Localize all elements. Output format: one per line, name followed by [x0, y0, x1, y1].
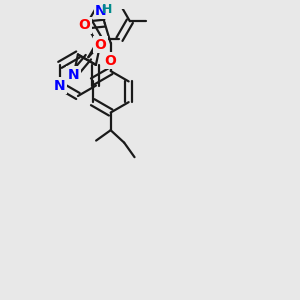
Text: N: N [54, 79, 66, 93]
Text: N: N [95, 4, 107, 18]
Text: O: O [78, 18, 90, 32]
Text: O: O [94, 38, 106, 52]
Text: H: H [102, 3, 112, 16]
Text: O: O [105, 54, 117, 68]
Text: N: N [68, 68, 80, 82]
